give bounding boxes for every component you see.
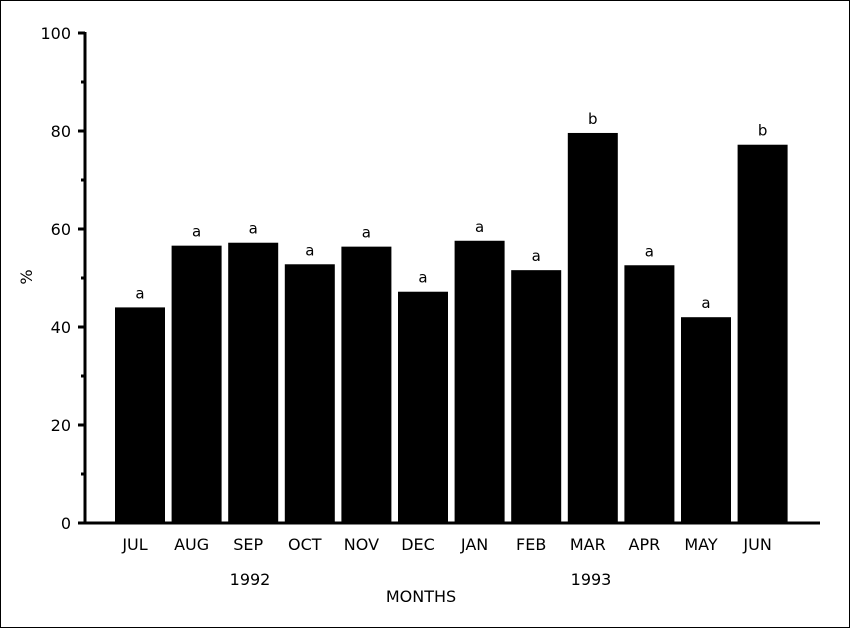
bar-may (681, 317, 731, 523)
y-ticks: 0 20 40 60 80 100 (40, 24, 85, 533)
bar-apr (624, 265, 675, 523)
x-tick-label-nov: NOV (344, 535, 379, 554)
bars (115, 132, 788, 523)
bar-label-mar: b (588, 110, 598, 128)
x-tick-label-mar: MAR (570, 535, 606, 554)
bar-label-oct: a (305, 241, 314, 259)
y-tick-label: 80 (51, 122, 71, 141)
x-tick-label-feb: FEB (516, 535, 546, 554)
year-label-1992: 1992 (230, 570, 271, 589)
x-tick-label-jul: JUL (121, 535, 147, 554)
y-axis-title: % (17, 269, 36, 284)
y-tick-label: 100 (40, 24, 71, 43)
bar-label-aug: a (192, 223, 201, 241)
x-tick-label-may: MAY (684, 535, 718, 554)
bar-feb (511, 270, 562, 523)
bar-mar (567, 132, 618, 523)
bar-label-jul: a (135, 284, 144, 302)
bar-jul (115, 307, 165, 523)
bar-letter-labels: a a a a a a a a b a a b (135, 110, 767, 312)
y-tick-label: 20 (51, 416, 71, 435)
bar-label-jan: a (475, 218, 484, 236)
bar-label-dec: a (418, 269, 427, 287)
x-tick-label-aug: AUG (174, 535, 209, 554)
y-tick-label: 40 (51, 318, 71, 337)
bar-oct (284, 264, 335, 523)
bar-sep (228, 242, 279, 523)
bar-jan (454, 240, 505, 523)
y-tick-label: 0 (61, 514, 71, 533)
x-tick-label-jun: JUN (742, 535, 771, 554)
bar-jun (737, 144, 788, 523)
bar-label-sep: a (249, 220, 258, 238)
x-tick-label-dec: DEC (401, 535, 435, 554)
bar-label-jun: b (758, 122, 768, 140)
x-tick-label-jan: JAN (460, 535, 488, 554)
bar-label-apr: a (645, 242, 654, 260)
x-tick-label-apr: APR (629, 535, 661, 554)
x-tick-labels: JUL AUG SEP OCT NOV DEC JAN FEB MAR APR MAY JUN (121, 535, 771, 554)
x-axis-title: MONTHS (386, 587, 456, 606)
bar-label-may: a (701, 294, 710, 312)
bar-aug (171, 245, 222, 523)
year-label-1993: 1993 (571, 570, 612, 589)
x-tick-label-sep: SEP (233, 535, 263, 554)
bar-dec (398, 291, 448, 523)
bar-label-nov: a (362, 224, 371, 242)
y-tick-label: 60 (51, 220, 71, 239)
bar-nov (341, 246, 392, 523)
bar-label-feb: a (532, 247, 541, 265)
x-tick-label-oct: OCT (288, 535, 322, 554)
